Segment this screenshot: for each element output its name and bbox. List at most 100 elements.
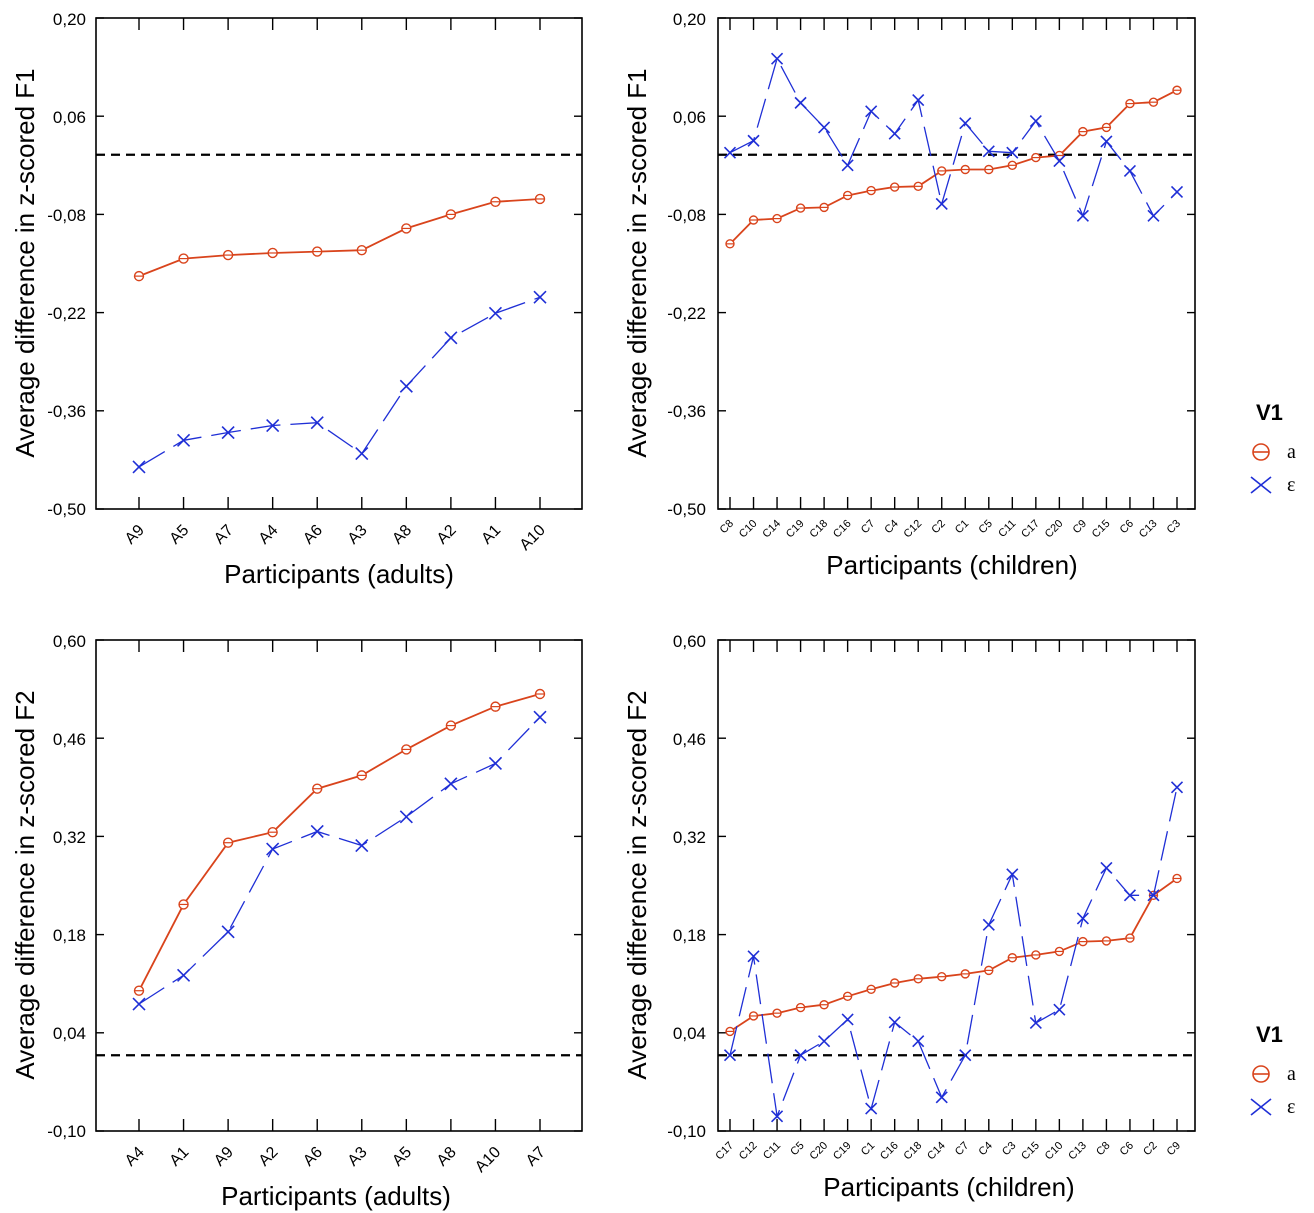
point-a xyxy=(1172,873,1182,884)
y-tick-label: -0,08 xyxy=(667,206,706,225)
x-tick-label: C8 xyxy=(1094,1140,1112,1158)
y-tick-label: 0,46 xyxy=(673,730,706,749)
plot-frame xyxy=(95,639,583,1132)
point-epsilon xyxy=(1076,912,1089,925)
point-a xyxy=(937,971,947,982)
point-epsilon xyxy=(488,756,503,771)
legend-top: V1 a ε xyxy=(1250,400,1296,496)
x-tick-label: C17 xyxy=(713,1140,736,1163)
x-tick-label: C4 xyxy=(882,518,900,536)
y-tick-label: 0,04 xyxy=(53,1024,86,1043)
point-epsilon xyxy=(747,134,760,147)
point-epsilon xyxy=(1029,1016,1042,1030)
legend-bottom: V1 a ε xyxy=(1250,1022,1296,1118)
y-tick-labels: 0,20 0,06 -0,08 -0,22 -0,36 -0,50 xyxy=(667,10,706,519)
legend-label-epsilon: ε xyxy=(1287,1096,1295,1118)
x-tick-label: C1 xyxy=(859,1140,877,1158)
point-a xyxy=(748,1011,759,1021)
x-tick-label: C13 xyxy=(1137,518,1160,541)
point-epsilon xyxy=(221,925,235,939)
point-a xyxy=(1101,122,1112,133)
point-a xyxy=(819,1000,829,1010)
point-a xyxy=(445,209,457,220)
point-epsilon xyxy=(794,1049,807,1062)
point-a xyxy=(267,247,278,259)
circle-icon xyxy=(1252,443,1270,461)
point-a xyxy=(490,701,501,712)
point-a xyxy=(913,181,923,192)
point-epsilon xyxy=(266,842,280,856)
point-a xyxy=(401,744,412,755)
chart-children-f1: Average difference in z-scored F1 Partic… xyxy=(622,10,1196,580)
x-tick-label: C7 xyxy=(859,518,877,536)
point-a xyxy=(133,985,145,996)
x-tick-label: A4 xyxy=(256,522,282,548)
point-epsilon xyxy=(266,418,280,433)
point-a xyxy=(1031,152,1041,163)
x-axis-label: Participants (children) xyxy=(826,550,1077,580)
point-a xyxy=(267,826,278,838)
point-epsilon xyxy=(176,433,191,447)
point-epsilon xyxy=(865,105,878,118)
x-tick-label: C15 xyxy=(1019,1140,1042,1163)
point-a xyxy=(222,249,234,261)
x-tick-label: C18 xyxy=(902,1140,925,1163)
x-tick-label: C10 xyxy=(737,518,760,541)
point-epsilon xyxy=(959,1049,972,1062)
y-tick-label: -0,08 xyxy=(47,206,86,225)
y-tick-label: 0,18 xyxy=(53,926,86,945)
point-epsilon xyxy=(132,997,146,1011)
legend-label-a: a xyxy=(1287,441,1296,463)
y-tick-label: -0,10 xyxy=(667,1122,706,1141)
legend-label-a: a xyxy=(1287,1063,1296,1085)
point-a xyxy=(795,203,806,213)
point-a xyxy=(937,166,947,176)
point-a xyxy=(312,783,323,794)
x-tick-label: C13 xyxy=(1066,1140,1089,1163)
x-tick-label: A7 xyxy=(211,522,237,548)
x-tick-label: A8 xyxy=(389,522,415,548)
x-tick-label: A6 xyxy=(300,1144,326,1170)
y-axis-label: Average difference in z-scored F1 xyxy=(10,68,40,457)
point-a xyxy=(984,965,994,976)
point-epsilon xyxy=(723,146,737,159)
point-epsilon xyxy=(1147,209,1160,222)
point-epsilon xyxy=(912,1035,925,1048)
point-epsilon xyxy=(533,290,547,304)
point-epsilon xyxy=(865,1102,878,1115)
point-epsilon xyxy=(355,447,369,461)
point-a xyxy=(1031,950,1041,960)
x-tick-label: C14 xyxy=(760,518,783,541)
x-tick-label: C16 xyxy=(878,1140,901,1163)
x-tick-label: C8 xyxy=(718,518,736,536)
x-tick-label: A7 xyxy=(523,1144,549,1170)
x-tick-label: A1 xyxy=(478,522,504,548)
x-tick-label: C19 xyxy=(784,518,807,541)
y-tick-labels: 0,20 0,06 -0,08 -0,22 -0,36 -0,50 xyxy=(47,10,86,519)
legend-title: V1 xyxy=(1256,1022,1283,1047)
point-epsilon xyxy=(132,460,146,474)
point-a xyxy=(1125,98,1135,109)
point-epsilon xyxy=(1100,135,1113,148)
series-line-a xyxy=(138,693,541,992)
point-a xyxy=(772,213,782,224)
x-tick-label: A5 xyxy=(389,1144,415,1170)
point-a xyxy=(819,202,829,213)
point-a xyxy=(222,837,234,848)
point-epsilon xyxy=(1006,868,1019,881)
plot-frame xyxy=(717,17,1196,510)
point-epsilon xyxy=(1053,1003,1066,1016)
point-epsilon xyxy=(770,52,784,65)
y-tick-label: 0,32 xyxy=(53,828,86,847)
x-tick-label: A2 xyxy=(434,522,460,548)
legend-label-epsilon: ε xyxy=(1287,474,1295,496)
x-tick-label: C1 xyxy=(953,518,971,536)
y-tick-label: -0,50 xyxy=(47,500,86,519)
point-epsilon xyxy=(982,145,995,158)
point-a xyxy=(1172,85,1182,95)
point-a xyxy=(725,1026,735,1037)
y-axis-label: Average difference in z-scored F2 xyxy=(10,690,40,1079)
y-tick-label: 0,20 xyxy=(673,10,706,29)
y-tick-label: -0,22 xyxy=(47,304,86,323)
circle-icon xyxy=(1252,1065,1270,1083)
